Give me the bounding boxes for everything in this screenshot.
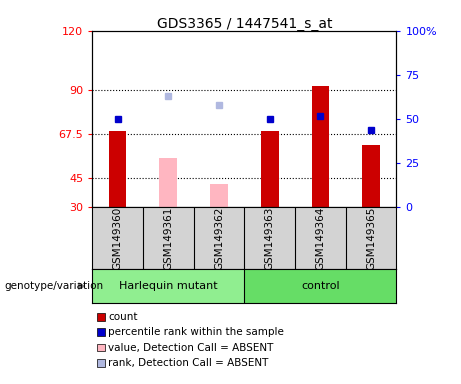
Bar [160,158,177,207]
Text: percentile rank within the sample: percentile rank within the sample [108,327,284,337]
Text: rank, Detection Call = ABSENT: rank, Detection Call = ABSENT [108,358,269,368]
Text: genotype/variation: genotype/variation [5,281,104,291]
Text: GSM149363: GSM149363 [265,206,275,270]
Text: control: control [301,281,340,291]
Bar [109,131,126,207]
Text: GSM149362: GSM149362 [214,206,224,270]
Bar [244,269,396,303]
Bar [92,269,244,303]
Text: count: count [108,312,138,322]
Bar [312,86,329,207]
Text: GSM149365: GSM149365 [366,206,376,270]
Text: GSM149361: GSM149361 [163,206,173,270]
Text: GDS3365 / 1447541_s_at: GDS3365 / 1447541_s_at [157,17,332,31]
Bar [210,184,228,207]
Bar [362,144,380,207]
Text: value, Detection Call = ABSENT: value, Detection Call = ABSENT [108,343,274,353]
Text: GSM149360: GSM149360 [112,207,123,270]
Text: GSM149364: GSM149364 [315,206,325,270]
Bar [261,131,278,207]
Text: Harlequin mutant: Harlequin mutant [119,281,218,291]
